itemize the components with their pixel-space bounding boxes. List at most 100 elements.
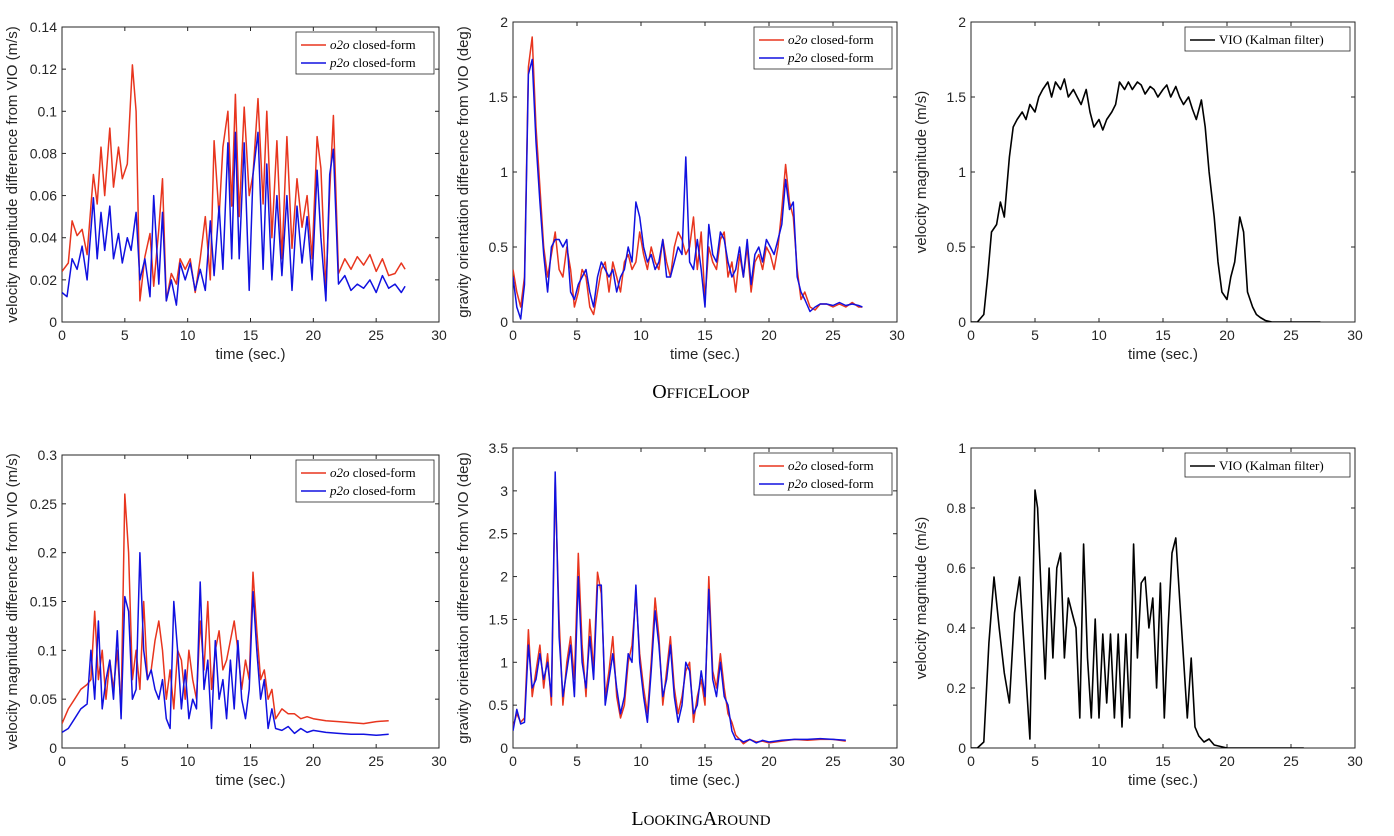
y-tick-label: 0.8: [947, 500, 967, 516]
x-axis-label: time (sec.): [215, 346, 285, 363]
y-axis-label: velocity magnitude difference from VIO (…: [4, 26, 21, 323]
y-tick-label: 0.2: [38, 545, 58, 561]
y-tick-label: 0.25: [30, 496, 57, 512]
x-tick-label: 10: [1091, 753, 1107, 769]
legend-box: [295, 459, 435, 503]
series-line-o2o: [62, 64, 406, 302]
x-tick-label: 0: [509, 753, 517, 769]
legend-entry-o2o: o2o closed-form: [788, 458, 874, 473]
legend-box: [1184, 452, 1351, 478]
x-tick-label: 25: [368, 327, 384, 343]
y-axis-label: velocity magnitude (m/s): [913, 91, 930, 254]
legend-entry-vio: VIO (Kalman filter): [1219, 458, 1324, 473]
y-tick-label: 0.6: [947, 560, 967, 576]
x-tick-label: 10: [180, 327, 196, 343]
x-tick-label: 15: [1155, 753, 1171, 769]
x-tick-label: 10: [633, 753, 649, 769]
legend: o2o closed-form p2o closed-form: [295, 31, 435, 75]
y-tick-label: 0.15: [30, 594, 57, 610]
y-tick-label: 0.12: [30, 61, 57, 77]
y-axis-label: velocity magnitude difference from VIO (…: [4, 453, 21, 750]
y-tick-label: 0: [49, 740, 57, 756]
x-tick-label: 20: [761, 753, 777, 769]
legend-entry-p2o: p2o closed-form: [787, 476, 874, 491]
x-tick-label: 15: [697, 753, 713, 769]
y-tick-label: 0: [500, 740, 508, 756]
series-line-p2o: [62, 551, 389, 737]
x-axis-label: time (sec.): [215, 772, 285, 789]
legend-box: [753, 452, 893, 496]
x-tick-label: 0: [967, 327, 975, 343]
x-tick-label: 20: [761, 327, 777, 343]
x-tick-label: 5: [573, 753, 581, 769]
x-axis-label: time (sec.): [670, 772, 740, 789]
x-tick-label: 15: [243, 753, 259, 769]
y-tick-label: 1: [500, 164, 508, 180]
caption-office-loop: OFFICELOOP: [652, 381, 750, 403]
chart-office-velocity-diff: 0 5 10 15 20 25 30 0 0.02 0.04 0.06 0.08 0.1 0.12 0.14…: [4, 19, 447, 363]
x-axis-label: time (sec.): [670, 346, 740, 363]
y-tick-label: 0.5: [489, 239, 509, 255]
y-tick-label: 1.5: [489, 89, 509, 105]
x-tick-label: 0: [58, 327, 66, 343]
x-tick-label: 10: [1091, 327, 1107, 343]
chart-office-vio-velocity: 0 5 10 15 20 25 30 0 0.5 1 1.5 2 time (sec.) velocity…: [913, 14, 1363, 363]
chart-looking-vio-velocity: 0 5 10 15 20 25 30 0 0.2 0.4 0.6 0.8 1 time (sec.) vel…: [913, 440, 1363, 789]
legend: o2o closed-form p2o closed-form: [753, 26, 893, 70]
x-tick-label: 0: [58, 753, 66, 769]
y-tick-label: 0: [958, 314, 966, 330]
x-tick-label: 20: [306, 753, 322, 769]
y-axis-label: gravity orientation difference from VIO …: [455, 452, 472, 744]
x-tick-label: 30: [1347, 753, 1363, 769]
y-tick-label: 2: [500, 569, 508, 585]
x-tick-label: 30: [1347, 327, 1363, 343]
y-tick-label: 0.2: [947, 680, 967, 696]
plot-frame: [970, 447, 1356, 749]
y-tick-label: 0.08: [30, 145, 57, 161]
x-tick-label: 25: [368, 753, 384, 769]
charts-container: 0 5 10 15 20 25 3000.020.040.060.080.10.120.14…: [4, 14, 1363, 789]
x-axis-label: time (sec.): [1128, 772, 1198, 789]
x-tick-label: 25: [825, 327, 841, 343]
series-line-vio: [971, 489, 1304, 748]
x-tick-label: 25: [825, 753, 841, 769]
series-line-p2o: [513, 58, 863, 320]
x-tick-label: 30: [889, 327, 905, 343]
x-tick-label: 5: [1031, 327, 1039, 343]
x-tick-label: 5: [573, 327, 581, 343]
x-tick-label: 10: [633, 327, 649, 343]
legend-entry-p2o: p2o closed-form: [329, 55, 416, 70]
y-axis-label: gravity orientation difference from VIO …: [455, 26, 472, 318]
y-tick-label: 0.1: [38, 642, 58, 658]
legend-box: [753, 26, 893, 70]
y-tick-label: 2: [958, 14, 966, 30]
x-tick-label: 15: [697, 327, 713, 343]
y-tick-label: 1.5: [489, 611, 509, 627]
x-tick-label: 15: [243, 327, 259, 343]
legend: o2o closed-form p2o closed-form: [295, 459, 435, 503]
chart-looking-gravity-diff: 0 5 10 15 20 25 30 0 0.5 1 1.5 2 2.5 3 3.5 time (sec.) g…: [455, 440, 905, 789]
x-tick-label: 10: [180, 753, 196, 769]
legend-entry-o2o: o2o closed-form: [330, 465, 416, 480]
series-line-p2o: [513, 471, 846, 744]
y-tick-label: 0.5: [947, 239, 967, 255]
x-tick-label: 5: [121, 327, 129, 343]
y-tick-label: 3.5: [489, 440, 509, 456]
x-tick-label: 20: [1219, 753, 1235, 769]
y-tick-label: 0: [958, 740, 966, 756]
x-tick-label: 5: [121, 753, 129, 769]
y-tick-label: 0: [49, 314, 57, 330]
y-tick-label: 1: [958, 164, 966, 180]
legend: o2o closed-form p2o closed-form: [753, 452, 893, 496]
y-tick-label: 0.06: [30, 188, 57, 204]
x-tick-label: 15: [1155, 327, 1171, 343]
y-tick-label: 0.05: [30, 691, 57, 707]
y-tick-label: 0.4: [947, 620, 967, 636]
y-tick-label: 2: [500, 14, 508, 30]
y-tick-label: 0.3: [38, 447, 58, 463]
chart-looking-velocity-diff: 0 5 10 15 20 25 30 0 0.05 0.1 0.15 0.2 0.25 0.3 time (…: [4, 447, 447, 789]
legend-box: [1184, 26, 1351, 52]
x-tick-label: 5: [1031, 753, 1039, 769]
y-tick-label: 0: [500, 314, 508, 330]
